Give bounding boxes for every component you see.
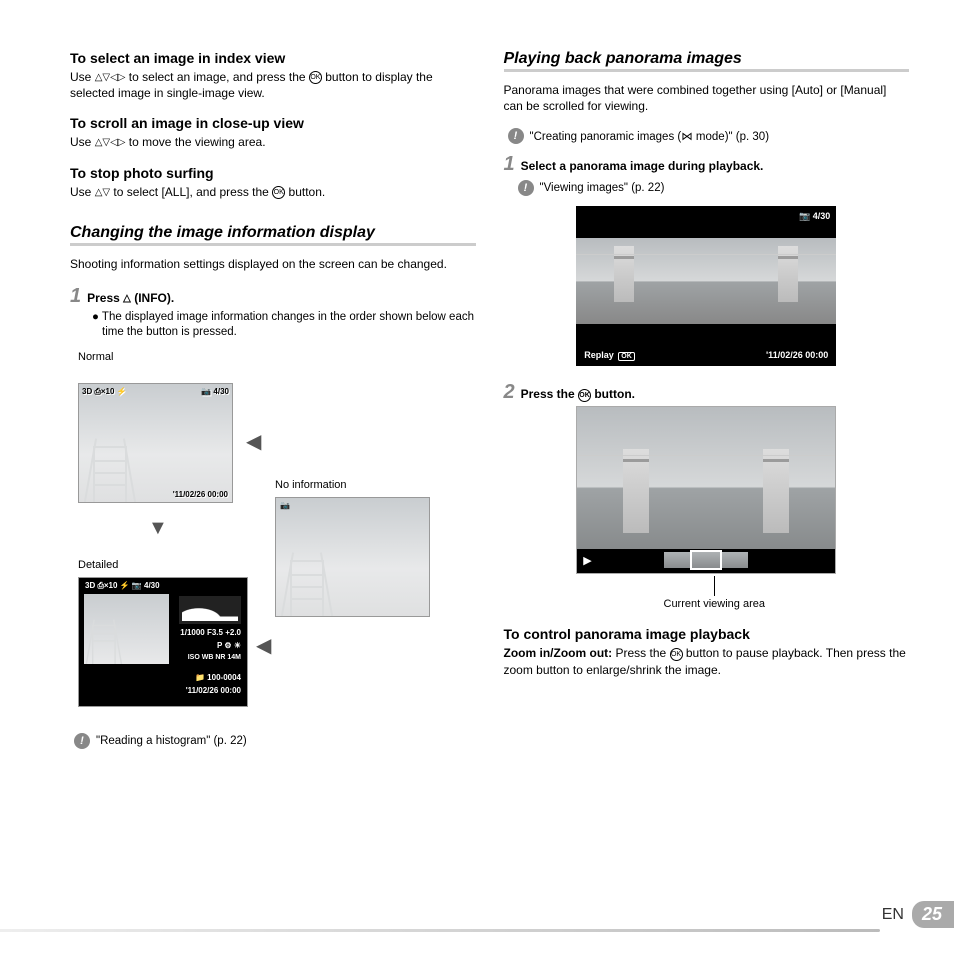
- ok-badge: OK: [618, 352, 635, 361]
- overlay-tl: 3D ⎙×10 ⚡: [82, 387, 127, 397]
- footer-bar: [0, 929, 880, 932]
- heading-select-index: To select an image in index view: [70, 50, 476, 66]
- txt: Press the: [615, 646, 669, 660]
- overlay-line: 📁 100-0004: [195, 673, 241, 682]
- overlay-line: '11/02/26 00:00: [186, 686, 241, 695]
- page-footer: EN 25: [882, 901, 954, 928]
- ok-button-icon: OK: [272, 186, 285, 199]
- scrub-bar: ▶: [577, 549, 835, 573]
- step-text: Select a panorama image during playback.: [521, 159, 764, 173]
- body-stop-surfing: Use △▽ to select [ALL], and press the OK…: [70, 184, 476, 200]
- caption-viewing-area: Current viewing area: [664, 598, 910, 610]
- body-control-pano: Zoom in/Zoom out: Press the OK button to…: [504, 645, 910, 677]
- arrow-icon: ◀: [246, 429, 261, 454]
- bridge-cable: [577, 455, 835, 501]
- body-select-index: Use △▽◁▷ to select an image, and press t…: [70, 69, 476, 101]
- thumb: [720, 552, 748, 568]
- panorama-preview: 📷 4/30 Replay OK '11/02/26 00:00: [576, 206, 836, 366]
- heading-stop-surfing: To stop photo surfing: [70, 165, 476, 181]
- thumb-strip: [664, 552, 748, 568]
- overlay-replay: Replay OK: [584, 350, 635, 361]
- ok-button-icon: OK: [309, 71, 322, 84]
- heading-control-pano: To control panorama image playback: [504, 626, 910, 642]
- intro-panorama: Panorama images that were combined toget…: [504, 82, 910, 114]
- arrow-icon: ▼: [148, 517, 168, 540]
- txt: (INFO).: [134, 291, 174, 305]
- step-number: 1: [504, 154, 515, 174]
- step-number: 2: [504, 382, 515, 402]
- screenshot-detailed: 3D ⎙×10 ⚡ 📷 4/30 1/1000 F3.5 +2.0 P ⚙ ☀ …: [78, 577, 248, 707]
- bullet-info-changes: ● The displayed image information change…: [92, 310, 476, 341]
- footer-page: 25: [912, 901, 954, 928]
- info-note-icon: !: [74, 733, 90, 749]
- pointer-line: [714, 576, 715, 596]
- txt: to select an image, and press the: [129, 70, 309, 84]
- txt: to move the viewing area.: [129, 135, 266, 149]
- label-normal: Normal: [78, 351, 476, 363]
- overlay-tr: 📷 4/30: [201, 387, 229, 397]
- step-text: Press △ (INFO).: [87, 291, 174, 305]
- thumb-active: [692, 552, 720, 568]
- screenshot-noinfo: 📷: [275, 497, 430, 617]
- label-noinfo: No information: [275, 479, 347, 491]
- arrow-icon: ◀: [256, 633, 271, 658]
- txt: Press the: [521, 387, 578, 401]
- thumb: [664, 552, 692, 568]
- note-creating-pano: ! "Creating panoramic images (⋈ mode)" (…: [508, 128, 910, 144]
- right-column: Playing back panorama images Panorama im…: [504, 50, 910, 759]
- body-scroll-closeup: Use △▽◁▷ to move the viewing area.: [70, 134, 476, 150]
- label-detailed: Detailed: [78, 559, 118, 571]
- txt: Use: [70, 135, 95, 149]
- step-1: 1 Press △ (INFO).: [70, 286, 476, 306]
- section-panorama: Playing back panorama images: [504, 50, 910, 72]
- note-viewing-images: ! "Viewing images" (p. 22): [518, 180, 910, 196]
- nav-arrows-icon: △▽: [95, 186, 110, 200]
- screenshot-cycle: 3D ⎙×10 ⚡ 📷 4/30 '11/02/26 00:00 ◀ No in…: [70, 367, 476, 727]
- lifeguard-tower: [93, 446, 127, 502]
- txt: button.: [289, 185, 326, 199]
- txt: Use: [70, 70, 95, 84]
- overlay-line: ISO WB NR 14M: [188, 654, 241, 661]
- nav-arrows-icon: △▽◁▷: [95, 136, 126, 150]
- step-text: Press the OK button.: [521, 387, 635, 401]
- panorama-playback: ▶: [576, 406, 836, 574]
- ok-button-icon: OK: [578, 389, 591, 402]
- screenshot-normal: 3D ⎙×10 ⚡ 📷 4/30 '11/02/26 00:00: [78, 383, 233, 503]
- note-histogram: ! "Reading a histogram" (p. 22): [74, 733, 476, 749]
- left-column: To select an image in index view Use △▽◁…: [70, 50, 476, 759]
- overlay-line: 3D ⎙×10 ⚡ 📷 4/30: [85, 581, 160, 591]
- lifeguard-tower: [290, 560, 324, 616]
- overlay-line: P ⚙ ☀: [217, 641, 241, 650]
- heading-scroll-closeup: To scroll an image in close-up view: [70, 115, 476, 131]
- txt: Use: [70, 185, 95, 199]
- play-icon: ▶: [583, 554, 591, 567]
- txt-bold: Zoom in/Zoom out:: [504, 646, 616, 660]
- note-text: "Viewing images" (p. 22): [540, 182, 665, 194]
- panorama-image: [576, 238, 836, 324]
- txt: Press: [87, 291, 123, 305]
- section-changing-info: Changing the image information display: [70, 224, 476, 246]
- up-triangle-icon: △: [123, 293, 131, 304]
- step-1-pano: 1 Select a panorama image during playbac…: [504, 154, 910, 174]
- overlay-counter: 📷 4/30: [799, 211, 830, 222]
- ok-button-icon: OK: [670, 648, 683, 661]
- intro-changing-info: Shooting information settings displayed …: [70, 256, 476, 272]
- overlay-br: '11/02/26 00:00: [173, 490, 228, 499]
- note-text: "Creating panoramic images (⋈ mode)" (p.…: [530, 129, 770, 143]
- note-text: "Reading a histogram" (p. 22): [96, 735, 247, 747]
- txt: Replay: [584, 350, 614, 360]
- footer-lang: EN: [882, 906, 904, 924]
- txt: button.: [594, 387, 635, 401]
- txt: to select [ALL], and press the: [113, 185, 272, 199]
- histogram: [179, 596, 241, 624]
- overlay-timestamp: '11/02/26 00:00: [766, 350, 828, 361]
- info-note-icon: !: [518, 180, 534, 196]
- step-2-pano: 2 Press the OK button.: [504, 382, 910, 402]
- info-note-icon: !: [508, 128, 524, 144]
- nav-arrows-icon: △▽◁▷: [95, 71, 126, 85]
- step-number: 1: [70, 286, 81, 306]
- overlay-line: 1/1000 F3.5 +2.0: [180, 628, 241, 637]
- detailed-thumb: [84, 594, 169, 664]
